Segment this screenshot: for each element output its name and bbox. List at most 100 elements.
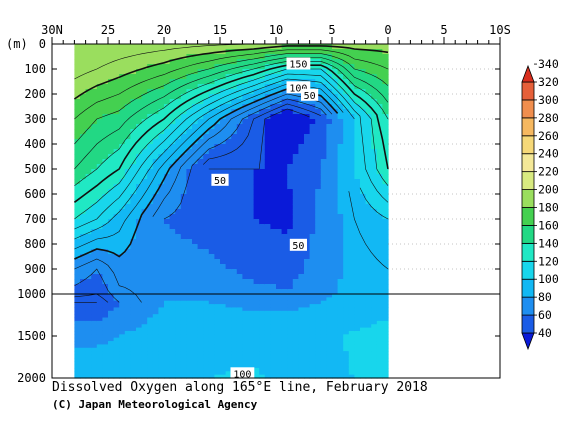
field-cell [164, 234, 171, 240]
field-cell [96, 269, 103, 275]
field-cell [292, 54, 299, 60]
field-cell [108, 144, 115, 150]
field-cell [365, 327, 372, 332]
field-cell [242, 284, 249, 290]
field-cell [382, 109, 389, 115]
field-cell [264, 324, 271, 329]
field-cell [203, 164, 210, 170]
colorbar-tick-label: 200 [538, 183, 559, 197]
field-cell [236, 109, 243, 115]
field-cell [343, 314, 350, 319]
field-cell [119, 104, 126, 110]
field-cell [337, 94, 344, 100]
field-cell [220, 164, 227, 170]
field-cell [371, 327, 378, 332]
field-cell [85, 74, 92, 80]
field-cell [332, 154, 339, 160]
field-cell [304, 334, 311, 339]
field-cell [315, 310, 322, 315]
field-cell [203, 269, 210, 275]
field-cell [119, 317, 126, 322]
field-cell [164, 224, 171, 230]
field-cell [214, 334, 221, 339]
field-cell [192, 69, 199, 75]
field-cell [147, 244, 154, 250]
field-cell [332, 334, 339, 339]
field-cell [96, 289, 103, 295]
field-cell [376, 314, 383, 319]
field-cell [281, 314, 288, 319]
field-cell [108, 294, 115, 298]
field-cell [119, 330, 126, 335]
field-cell [80, 344, 87, 349]
field-cell [113, 244, 120, 250]
field-cell [309, 310, 316, 315]
field-cell [102, 114, 109, 120]
field-cell [186, 320, 193, 325]
field-cell [169, 59, 176, 65]
field-cell [337, 124, 344, 130]
field-cell [147, 279, 154, 285]
field-cell [281, 164, 288, 170]
field-cell [152, 304, 159, 309]
field-cell [298, 264, 305, 270]
field-cell [354, 351, 361, 356]
field-cell [102, 310, 109, 315]
field-cell [192, 264, 199, 270]
field-cell [203, 119, 210, 125]
field-cell [85, 354, 92, 359]
field-cell [192, 154, 199, 160]
field-cell [304, 289, 311, 295]
field-cell [152, 189, 159, 195]
field-cell [242, 234, 249, 240]
field-cell [147, 324, 154, 329]
field-cell [304, 304, 311, 309]
field-cell [326, 330, 333, 335]
field-cell [242, 94, 249, 100]
field-cell [309, 269, 316, 275]
field-cell [309, 371, 316, 376]
field-cell [270, 239, 277, 245]
field-cell [192, 300, 199, 305]
field-cell [337, 189, 344, 195]
field-cell [231, 44, 238, 50]
field-cell [80, 307, 87, 312]
field-cell [259, 169, 266, 175]
field-cell [80, 169, 87, 175]
field-cell [169, 289, 176, 295]
field-cell [287, 249, 294, 255]
field-cell [85, 104, 92, 110]
field-cell [315, 44, 322, 50]
field-cell [119, 274, 126, 280]
field-cell [276, 249, 283, 255]
field-cell [108, 239, 115, 245]
field-cell [91, 154, 98, 160]
field-cell [175, 69, 182, 75]
field-cell [236, 219, 243, 225]
field-cell [102, 371, 109, 376]
field-cell [85, 154, 92, 160]
field-cell [152, 300, 159, 305]
field-cell [141, 184, 148, 190]
field-cell [298, 99, 305, 105]
contour-line-130 [74, 73, 389, 230]
field-cell [186, 199, 193, 205]
field-cell [304, 154, 311, 160]
field-cell [225, 174, 232, 180]
field-cell [102, 129, 109, 135]
field-cell [354, 194, 361, 200]
field-cell [141, 214, 148, 220]
field-cell [136, 234, 143, 240]
lat-tick-label: 30N [41, 23, 63, 37]
field-cell [180, 64, 187, 70]
field-cell [236, 169, 243, 175]
field-cell [248, 164, 255, 170]
field-cell [175, 229, 182, 235]
field-cell [365, 59, 372, 65]
field-cell [220, 249, 227, 255]
field-cell [304, 351, 311, 356]
field-cell [371, 174, 378, 180]
field-cell [74, 297, 81, 302]
field-cell [102, 244, 109, 250]
field-cell [113, 249, 120, 255]
